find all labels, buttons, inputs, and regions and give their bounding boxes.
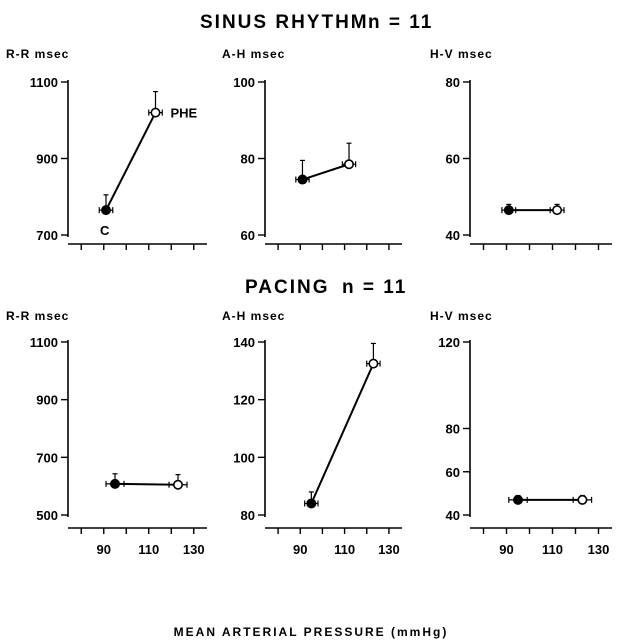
pacing-ah-y-tick-label: 80 bbox=[241, 508, 255, 523]
sinus-ah-y-tick-label: 60 bbox=[241, 228, 255, 243]
sinus-n-label: n = 11 bbox=[368, 12, 433, 33]
panel-label-sinus-hv: H-V msec bbox=[430, 47, 493, 61]
panel-pacing-rr: 500 700 900 1100 90 110 130 bbox=[30, 335, 207, 557]
pacing-ah-phe-point bbox=[368, 358, 379, 369]
sinus-hv-y-tick-label: 40 bbox=[446, 228, 460, 243]
panel-label-sinus-rr: R-R msec bbox=[6, 47, 69, 61]
sinus-ah-control-point bbox=[297, 174, 308, 185]
pacing-ah-x-tick-label: 130 bbox=[378, 542, 400, 557]
pacing-ah-series-line bbox=[310, 363, 375, 504]
panel-label-sinus-ah: A-H msec bbox=[222, 47, 285, 61]
pacing-ah-y-tick-label: 140 bbox=[233, 335, 255, 350]
sinus-rr-y-tick-label: 1100 bbox=[30, 75, 58, 90]
pacing-rr-x-tick-label: 110 bbox=[138, 542, 159, 557]
pacing-hv-x-tick-label: 130 bbox=[588, 542, 610, 557]
pacing-rr-y-tick-label: 700 bbox=[36, 450, 58, 465]
pacing-hv-y-tick-label: 40 bbox=[446, 508, 460, 523]
panel-sinus-hv: 40 60 80 bbox=[446, 75, 612, 250]
sinus-rr-phe-point bbox=[150, 107, 161, 118]
sinus-hv-y-tick-label: 80 bbox=[446, 75, 460, 90]
panel-label-pacing-hv: H-V msec bbox=[430, 309, 493, 323]
pacing-ah-x-tick-label: 110 bbox=[334, 542, 355, 557]
sinus-hv-y-tick-label: 60 bbox=[446, 152, 460, 167]
pacing-rr-y-tick-label: 900 bbox=[36, 393, 58, 408]
sinus-rr-point-label: PHE bbox=[171, 106, 198, 121]
pacing-hv-y-tick-label: 60 bbox=[446, 465, 460, 480]
sinus-ah-y-tick-label: 80 bbox=[241, 152, 255, 167]
panel-label-pacing-rr: R-R msec bbox=[6, 309, 69, 323]
sinus-ah-series-line bbox=[302, 163, 350, 181]
pacing-hv-phe-point bbox=[577, 494, 588, 505]
panel-pacing-hv: 40 60 80 120 90 110 130 bbox=[438, 335, 612, 557]
pacing-hv-x-tick-label: 110 bbox=[542, 542, 563, 557]
panel-pacing-ah: 80 100 120 140 90 110 130 bbox=[233, 335, 402, 557]
sinus-hv-control-point bbox=[503, 205, 514, 216]
sinus-rr-control-point bbox=[101, 205, 112, 216]
x-axis-label: MEAN ARTERIAL PRESSURE (mmHg) bbox=[174, 625, 449, 639]
sinus-ah-phe-point bbox=[344, 159, 355, 170]
pacing-rr-y-tick-label: 1100 bbox=[30, 335, 58, 350]
pacing-rr-x-tick-label: 90 bbox=[97, 542, 111, 557]
pacing-ah-y-tick-label: 120 bbox=[233, 393, 255, 408]
pacing-ah-x-tick-label: 90 bbox=[293, 542, 307, 557]
pacing-hv-control-point bbox=[512, 494, 523, 505]
pacing-rr-phe-point bbox=[173, 479, 184, 490]
pacing-hv-y-tick-label: 80 bbox=[446, 422, 460, 437]
panel-sinus-rr: 700 900 1100 C PHE bbox=[30, 75, 207, 250]
pacing-ah-y-tick-label: 100 bbox=[233, 450, 255, 465]
sinus-rr-y-tick-label: 700 bbox=[36, 228, 58, 243]
pacing-n-label: n = 11 bbox=[342, 277, 407, 298]
pacing-rr-series-line bbox=[114, 482, 179, 486]
pacing-hv-x-tick-label: 90 bbox=[499, 542, 513, 557]
pacing-rr-x-tick-label: 130 bbox=[183, 542, 205, 557]
panel-sinus-ah: 60 80 100 bbox=[233, 75, 402, 250]
sinus-ah-y-tick-label: 100 bbox=[233, 75, 255, 90]
sinus-rr-y-tick-label: 900 bbox=[36, 152, 58, 167]
sinus-hv-phe-point bbox=[552, 205, 563, 216]
pacing-ah-control-point bbox=[306, 498, 317, 509]
sinus-rr-point-label: C bbox=[100, 223, 110, 238]
pacing-section-title: PACING bbox=[245, 277, 329, 298]
sinus-section-title: SINUS RHYTHM bbox=[200, 12, 369, 33]
pacing-rr-control-point bbox=[110, 478, 121, 489]
pacing-rr-y-tick-label: 500 bbox=[36, 508, 58, 523]
sinus-rr-series-line bbox=[105, 112, 157, 211]
panel-label-pacing-ah: A-H msec bbox=[222, 309, 285, 323]
pacing-hv-y-tick-label: 120 bbox=[438, 335, 460, 350]
